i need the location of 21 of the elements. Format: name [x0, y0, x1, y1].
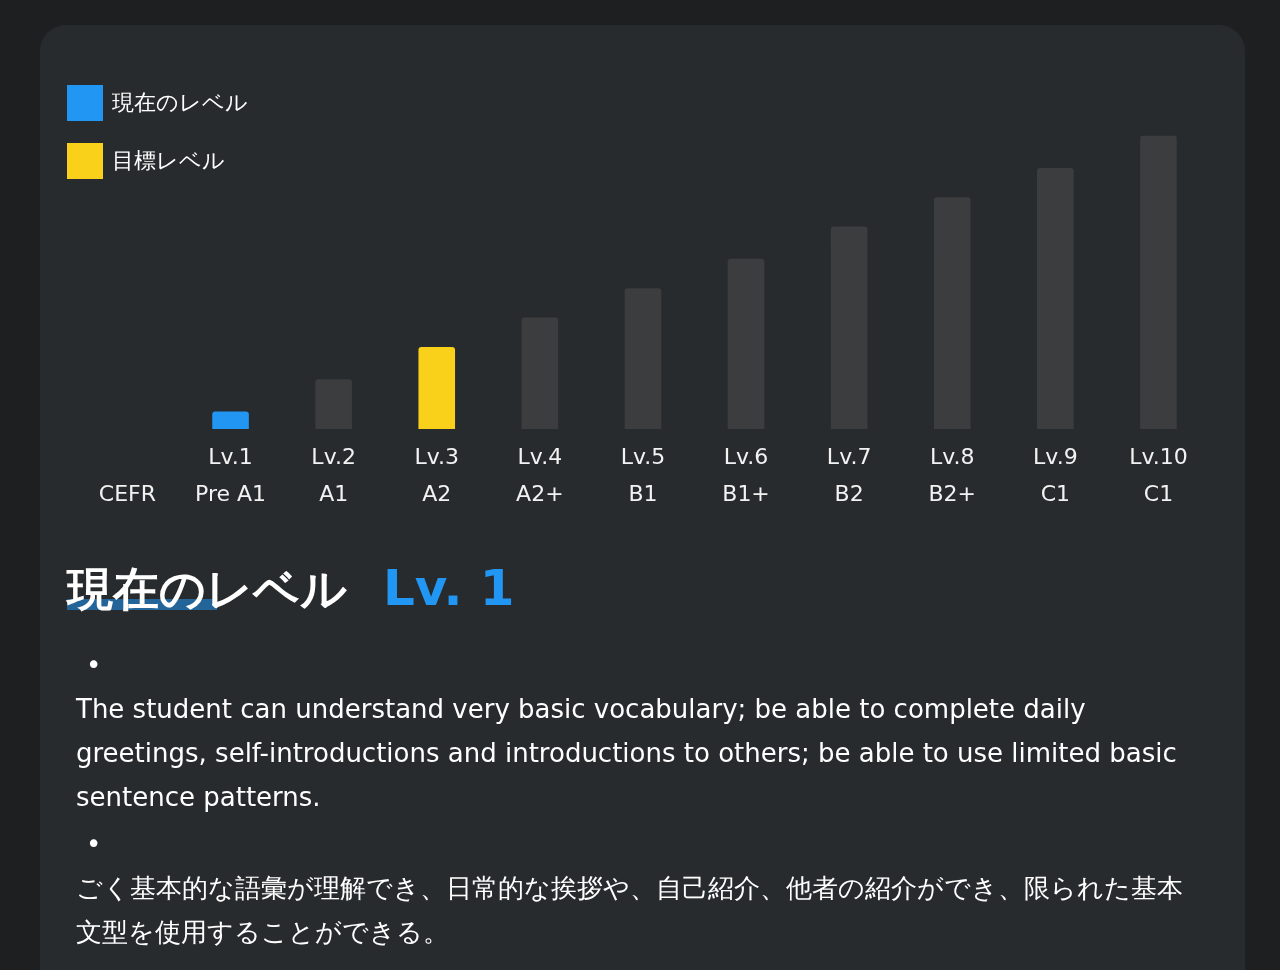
text: Lv. 1 — [383, 559, 515, 617]
x-tick-label: Lv.5 B1 — [620, 444, 666, 507]
x-tick-label: Lv.7 B2 — [826, 444, 872, 507]
legend-label: 目標レベル — [112, 147, 225, 173]
x-tick-label: Lv.6 B1+ — [722, 444, 770, 507]
x-tick-label: Lv.10 C1 — [1129, 444, 1188, 507]
x-tick-label: Lv.8 B2+ — [928, 444, 977, 507]
text: • — [85, 649, 103, 682]
x-axis-title: CEFR — [98, 481, 157, 507]
x-tick-label: Lv.4 A2+ — [516, 444, 564, 507]
text: ごく基本的な語彙が理解でき、日常的な挨拶や、自己紹介、他者の紹介ができ、限られた基本文型を使用することができる。 — [76, 872, 1184, 949]
text: The student can understand very basic vocabulary; be able to complete daily greetings, self-introductions and introductions to others; be able to use limited basic sentence patterns. — [76, 693, 1178, 814]
bar — [418, 346, 456, 430]
x-tick-label: Lv.9 C1 — [1033, 444, 1078, 507]
bar — [212, 411, 249, 430]
text: • — [85, 828, 103, 861]
x-tick-label: Lv.2 A1 — [311, 444, 356, 507]
x-tick-label: Lv.3 A2 — [414, 444, 460, 507]
text: 現在のレベル — [67, 562, 347, 616]
legend-label: 現在のレベル — [112, 89, 248, 115]
x-tick-label: Lv.1 Pre A1 — [195, 444, 267, 507]
